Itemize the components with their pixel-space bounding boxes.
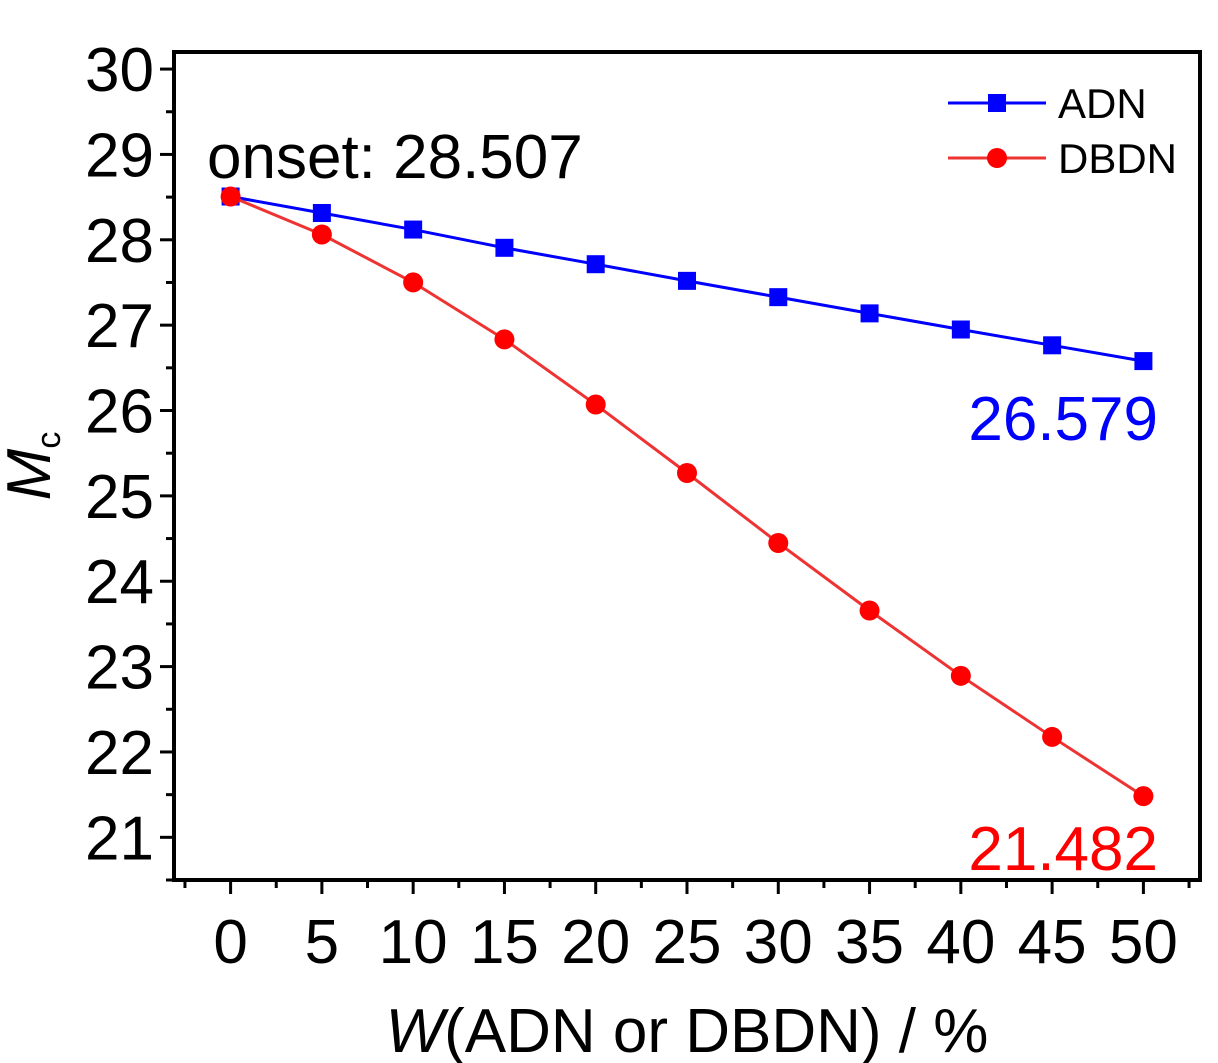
dbdn-data-point — [585, 394, 606, 415]
x-tick-label: 45 — [1018, 908, 1087, 977]
x-tick-label: 20 — [561, 908, 630, 977]
legend: ADN DBDN — [948, 80, 1177, 182]
y-tick-label: 24 — [85, 548, 154, 617]
x-axis-title-italic: W — [386, 997, 450, 1063]
legend-marker-adn — [988, 94, 1006, 112]
legend-marker-dbdn — [987, 148, 1007, 168]
adn-data-point — [951, 320, 970, 339]
dbdn-data-point — [403, 272, 424, 293]
adn-data-point — [1043, 336, 1062, 355]
adn-data-point — [1134, 352, 1153, 371]
x-tick-label: 35 — [835, 908, 904, 977]
x-tick-label: 50 — [1109, 908, 1178, 977]
adn-data-point — [769, 288, 788, 307]
onset-annotation: onset: 28.507 — [207, 123, 583, 192]
adn-data-point — [678, 271, 696, 290]
x-tick-label: 40 — [926, 908, 995, 977]
dbdn-data-point — [859, 600, 880, 621]
x-tick-label: 0 — [213, 908, 247, 977]
legend-label-adn: ADN — [1058, 80, 1147, 127]
adn-data-point — [860, 304, 879, 323]
series-layer — [220, 186, 1154, 807]
y-axis-title-italic: M — [0, 448, 64, 500]
major-ticks — [160, 67, 1145, 894]
dbdn-data-point — [1042, 726, 1063, 747]
adn-data-point — [404, 220, 423, 239]
y-tick-label: 30 — [85, 36, 154, 105]
dbdn-end-annotation: 21.482 — [968, 815, 1158, 884]
y-tick-label: 22 — [85, 719, 154, 788]
x-axis-title-rest: (ADN or DBDN) / % — [444, 997, 988, 1063]
tick-labels: 0 5 10 15 20 25 30 35 40 45 50 21 22 23 24 25 26 27 28 29 30 — [85, 36, 1178, 977]
plot-frame — [172, 50, 1202, 882]
adn-data-point — [495, 238, 514, 257]
dbdn-data-point — [677, 462, 697, 483]
y-axis-title-sub: c — [30, 432, 68, 449]
y-tick-label: 21 — [85, 804, 154, 873]
dbdn-data-point — [311, 224, 332, 245]
dbdn-data-point — [950, 665, 971, 686]
adn-end-annotation: 26.579 — [968, 385, 1158, 454]
x-tick-label: 30 — [744, 908, 813, 977]
x-tick-label: 5 — [305, 908, 339, 977]
y-tick-label: 29 — [85, 121, 154, 190]
dbdn-data-point — [1133, 786, 1154, 807]
x-axis-title: W(ADN or DBDN) / % — [386, 997, 989, 1063]
y-axis-title: Mc — [0, 432, 68, 501]
x-tick-label: 15 — [470, 908, 539, 977]
x-tick-label: 10 — [379, 908, 448, 977]
dbdn-data-point — [494, 329, 515, 350]
dbdn-data-point — [768, 532, 789, 553]
legend-label-dbdn: DBDN — [1058, 135, 1177, 182]
x-tick-label: 25 — [653, 908, 722, 977]
y-tick-label: 23 — [85, 634, 154, 703]
y-tick-label: 27 — [85, 292, 154, 361]
dbdn-data-point — [220, 186, 241, 207]
y-tick-label: 25 — [85, 463, 154, 532]
adn-data-point — [312, 203, 331, 222]
y-tick-label: 26 — [85, 378, 154, 447]
y-tick-label: 28 — [85, 207, 154, 276]
adn-data-point — [586, 255, 605, 274]
